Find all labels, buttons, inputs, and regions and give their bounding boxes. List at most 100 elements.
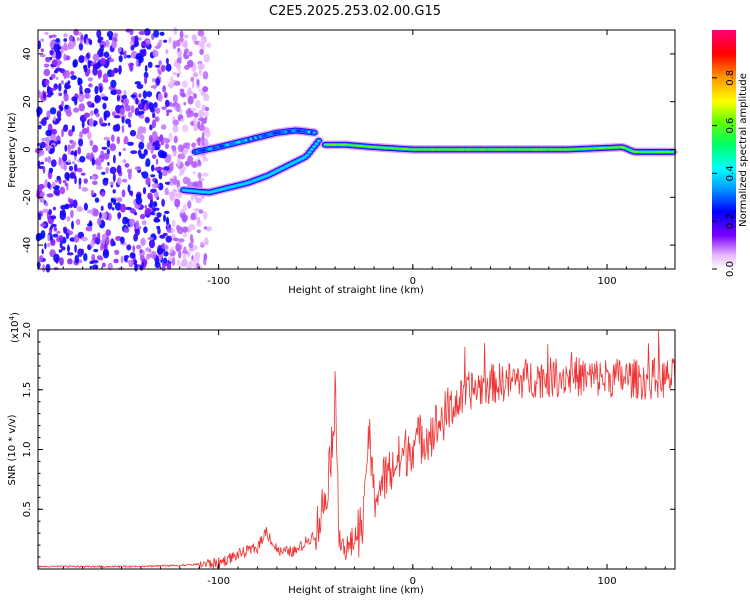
- noise-speckle: [64, 82, 69, 90]
- noise-speckle: [48, 35, 53, 39]
- noise-speckle: [68, 40, 75, 50]
- noise-speckle: [161, 106, 167, 110]
- noise-speckle: [177, 226, 184, 235]
- noise-speckle: [39, 54, 46, 58]
- noise-speckle: [111, 69, 115, 76]
- noise-speckle: [113, 115, 121, 119]
- noise-speckle: [193, 122, 199, 132]
- noise-speckle: [175, 103, 181, 113]
- noise-speckle: [83, 202, 88, 211]
- noise-speckle: [51, 59, 58, 67]
- noise-speckle: [88, 220, 92, 226]
- noise-speckle: [107, 202, 113, 210]
- noise-speckle: [58, 83, 62, 92]
- noise-speckle: [186, 181, 194, 188]
- noise-speckle: [160, 151, 168, 159]
- noise-speckle: [40, 38, 45, 42]
- noise-speckle: [86, 209, 94, 214]
- noise-speckle: [78, 43, 84, 51]
- noise-speckle: [140, 50, 145, 58]
- noise-speckle: [175, 192, 183, 199]
- noise-speckle: [132, 245, 135, 253]
- noise-speckle: [176, 73, 180, 78]
- noise-speckle: [76, 206, 83, 213]
- noise-speckle: [190, 161, 198, 168]
- noise-speckle: [145, 158, 151, 167]
- noise-speckle: [180, 118, 185, 122]
- noise-speckle: [122, 216, 128, 225]
- noise-speckle: [163, 214, 166, 223]
- noise-speckle: [155, 107, 161, 114]
- noise-speckle: [151, 130, 158, 140]
- noise-speckle: [90, 176, 96, 180]
- noise-speckle: [65, 69, 71, 79]
- noise-speckle: [92, 233, 97, 239]
- noise-speckle: [61, 209, 66, 217]
- noise-speckle: [145, 40, 151, 44]
- noise-speckle: [120, 236, 125, 244]
- noise-speckle: [126, 244, 132, 251]
- noise-speckle: [130, 150, 138, 155]
- spectrogram-y-tick-label: -20: [22, 189, 33, 205]
- spectrogram-axes: -100 0 100 -40 -20 0 20 40: [22, 30, 675, 287]
- noise-speckle: [97, 217, 102, 226]
- noise-speckle: [160, 64, 166, 72]
- noise-speckle: [55, 38, 61, 43]
- noise-speckle: [99, 211, 102, 219]
- noise-speckle: [48, 209, 52, 216]
- noise-speckle: [158, 70, 162, 75]
- noise-speckle: [71, 220, 74, 230]
- noise-speckle: [67, 159, 71, 163]
- noise-speckle: [67, 144, 71, 153]
- noise-speckle: [181, 214, 188, 222]
- noise-speckle: [178, 70, 182, 75]
- noise-speckle: [102, 73, 108, 82]
- noise-speckle: [135, 220, 140, 230]
- colorbar-tick-label: 0.8: [725, 70, 736, 86]
- noise-speckle: [106, 30, 114, 38]
- noise-speckle: [161, 242, 166, 250]
- noise-speckle: [183, 246, 187, 254]
- noise-speckle: [51, 87, 57, 91]
- noise-speckle: [134, 81, 142, 85]
- track-blob: [305, 154, 310, 157]
- noise-speckle: [45, 129, 52, 137]
- snr-x-tick-label: 0: [410, 576, 416, 587]
- noise-speckle: [100, 243, 104, 249]
- noise-speckle: [151, 154, 157, 160]
- noise-speckle: [202, 172, 209, 177]
- noise-speckle: [162, 232, 168, 237]
- noise-speckle: [182, 176, 190, 185]
- noise-speckle: [181, 258, 188, 267]
- noise-speckle: [156, 225, 161, 230]
- noise-speckle: [109, 166, 117, 175]
- noise-speckle: [127, 171, 132, 180]
- noise-speckle: [69, 172, 76, 180]
- noise-speckle: [169, 162, 174, 171]
- noise-speckle: [176, 259, 180, 266]
- noise-speckle: [125, 118, 131, 125]
- spectrogram-x-tick-label: 100: [597, 276, 616, 287]
- noise-speckle: [105, 166, 109, 174]
- noise-speckle: [152, 201, 158, 208]
- noise-speckle: [116, 136, 121, 145]
- noise-speckle: [193, 117, 197, 125]
- noise-speckle: [62, 153, 68, 162]
- noise-speckle: [63, 53, 67, 61]
- noise-speckle: [136, 83, 144, 89]
- noise-speckle: [87, 77, 93, 82]
- noise-speckle: [63, 93, 69, 102]
- noise-speckle: [66, 216, 71, 222]
- noise-speckle: [133, 233, 139, 242]
- noise-speckle: [129, 190, 133, 196]
- noise-speckle: [72, 199, 78, 209]
- noise-speckle: [138, 141, 145, 150]
- noise-speckle: [77, 146, 81, 155]
- noise-speckle: [78, 95, 83, 101]
- noise-speckle: [165, 109, 173, 113]
- noise-speckle: [205, 131, 210, 137]
- noise-speckle: [96, 29, 102, 39]
- noise-speckle: [177, 144, 184, 153]
- noise-speckle: [150, 188, 157, 193]
- noise-speckle: [168, 83, 175, 87]
